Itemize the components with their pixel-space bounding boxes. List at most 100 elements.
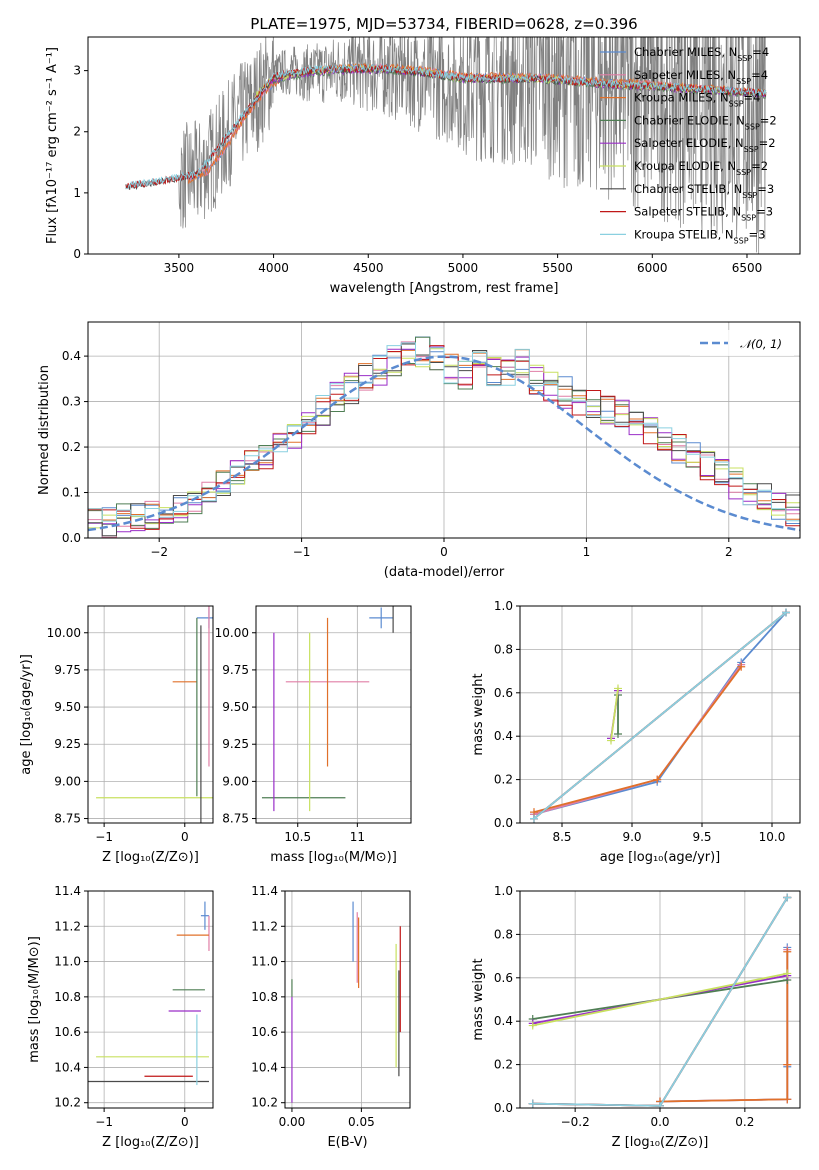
y-tick-label: 0.4 xyxy=(494,1014,513,1028)
panel-mass-vs-Z: −1 0 10.2 10.4 10.6 10.8 11.0 11.2 11.4 Z [log₁₀(… xyxy=(27,884,214,1150)
weight-line xyxy=(533,664,742,816)
legend-entry-sub: SSP xyxy=(729,99,744,108)
y-axis-label: age [log₁₀(age/yr)] xyxy=(19,654,34,775)
y-tick-label: 0.8 xyxy=(494,927,513,941)
x-axis-label: (data-model)/error xyxy=(384,565,505,580)
x-tick-label: 9.0 xyxy=(622,830,641,844)
x-tick-label: 2 xyxy=(725,545,733,559)
y-tick-label: 11.0 xyxy=(251,955,278,969)
weight-marker xyxy=(782,608,790,617)
weight-marker xyxy=(656,1101,664,1108)
x-tick-label: −0.2 xyxy=(561,1115,590,1129)
y-tick-label: 11.4 xyxy=(54,884,81,898)
axes-frame xyxy=(519,605,801,824)
y-tick-label: 10.00 xyxy=(215,626,249,640)
x-axis-label: mass [log₁₀(M/M⊙)] xyxy=(270,850,397,865)
legend-entry-sub: SSP xyxy=(741,213,756,222)
weight-marker xyxy=(783,969,792,978)
plot-area-mass-vs-EBV xyxy=(291,901,401,1103)
legend-entry: 𝒩(0, 1) xyxy=(740,337,782,351)
weight-line xyxy=(659,951,789,1103)
axes-frame xyxy=(255,605,412,824)
y-tick-label: 0.2 xyxy=(494,773,513,787)
legend-entry-count: =3 xyxy=(749,227,766,241)
y-tick-label: 10.6 xyxy=(251,1025,278,1039)
weight-marker xyxy=(737,662,746,671)
x-tick-label: −1 xyxy=(95,830,113,844)
legend-entry-sub: SSP xyxy=(734,236,749,245)
x-tick-label: 5500 xyxy=(542,261,573,275)
plot-area-weight-vs-Z xyxy=(528,893,792,1108)
x-axis-label: Z [log₁₀(Z/Z⊙)] xyxy=(102,1135,199,1150)
x-tick-label: 5000 xyxy=(448,261,479,275)
x-axis-label: Z [log₁₀(Z/Z⊙)] xyxy=(612,1135,709,1150)
weight-line xyxy=(659,947,789,1103)
y-axis-label: Flux [fλ10⁻¹⁷ erg cm⁻² s⁻¹ A⁻¹] xyxy=(45,47,60,244)
legend-entry-text: Kroupa STELIB, N xyxy=(634,227,734,241)
axes-frame xyxy=(87,36,801,255)
y-tick-label: 10.4 xyxy=(251,1060,278,1074)
weight-marker xyxy=(528,1021,537,1030)
y-tick-label: 11.0 xyxy=(54,955,81,969)
x-tick-label: 6000 xyxy=(637,261,668,275)
legend-entry-text: Chabrier ELODIE, N xyxy=(634,113,745,127)
x-tick-label: 8.5 xyxy=(552,830,571,844)
y-tick-label: 9.50 xyxy=(222,700,249,714)
legend-entry-text: Kroupa MILES, N xyxy=(634,91,729,105)
x-tick-label: 6500 xyxy=(732,261,763,275)
y-tick-label: 0.3 xyxy=(62,395,81,409)
legend-entry-count: =3 xyxy=(756,205,773,219)
gaussian-curve xyxy=(88,355,800,532)
legend-entry: Salpeter STELIB, NSSP=3 xyxy=(634,205,773,223)
y-axis-label: Normed distribution xyxy=(37,365,52,495)
legend-entry-text: Salpeter STELIB, N xyxy=(634,205,741,219)
y-tick-label: 10.8 xyxy=(251,990,278,1004)
y-axis-label: mass [log₁₀(M/M⊙)] xyxy=(27,936,42,1063)
x-tick-label: 0.00 xyxy=(279,1115,306,1129)
panel-weight-vs-age: 8.5 9.0 9.5 10.0 0.0 0.2 0.4 0.6 0.8 1.0 age [log₁… xyxy=(471,599,801,865)
x-tick-label: −1 xyxy=(293,545,311,559)
x-tick-label: −2 xyxy=(150,545,168,559)
x-axis-label: E(B-V) xyxy=(327,1135,367,1150)
x-tick-label: 10.0 xyxy=(759,830,786,844)
y-tick-label: 9.00 xyxy=(54,774,81,788)
legend-entry-sub: SSP xyxy=(744,145,759,154)
legend-entry-count: =3 xyxy=(757,182,774,196)
legend-entry-sub: SSP xyxy=(736,168,751,177)
y-tick-label: 0.6 xyxy=(494,686,513,700)
weight-line xyxy=(659,949,789,1103)
y-tick-label: 0.0 xyxy=(494,816,513,830)
legend-entry-text: Chabrier STELIB, N xyxy=(634,182,742,196)
residual-legend: 𝒩(0, 1) xyxy=(690,330,794,356)
legend-entry: Chabrier STELIB, NSSP=3 xyxy=(634,182,774,200)
weight-marker xyxy=(783,947,792,956)
y-tick-label: 0.4 xyxy=(62,349,81,363)
y-tick-label: 9.25 xyxy=(222,737,249,751)
legend-entry-count: =2 xyxy=(760,113,777,127)
legend-entry-sub: SSP xyxy=(742,190,757,199)
x-tick-label: 4500 xyxy=(353,261,384,275)
plot-area-mass-vs-Z xyxy=(88,901,210,1086)
y-tick-label: 8.75 xyxy=(54,812,81,826)
legend-entry-count: =4 xyxy=(751,68,768,82)
legend-entry-count: =4 xyxy=(744,91,761,105)
plot-area-age-vs-Z xyxy=(96,606,213,823)
y-tick-label: 3 xyxy=(73,64,81,78)
x-tick-label: 3500 xyxy=(164,261,195,275)
axes-frame xyxy=(87,605,214,824)
plot-area-spectrum xyxy=(125,37,767,254)
weight-line xyxy=(532,972,788,1027)
x-axis-label: Z [log₁₀(Z/Z⊙)] xyxy=(102,850,199,865)
weight-marker xyxy=(614,684,622,693)
x-tick-label: 0 xyxy=(181,830,189,844)
y-tick-label: 0 xyxy=(73,247,81,261)
y-tick-label: 9.75 xyxy=(54,663,81,677)
y-tick-label: 10.6 xyxy=(54,1025,81,1039)
legend-entry-text: Kroupa ELODIE, N xyxy=(634,159,736,173)
residual-histogram xyxy=(88,342,800,522)
legend-entry-sub: SSP xyxy=(745,122,760,131)
x-tick-label: 11 xyxy=(350,830,365,844)
y-tick-label: 10.2 xyxy=(251,1096,278,1110)
legend-entry-count: =2 xyxy=(751,159,768,173)
y-tick-label: 0.8 xyxy=(494,642,513,656)
